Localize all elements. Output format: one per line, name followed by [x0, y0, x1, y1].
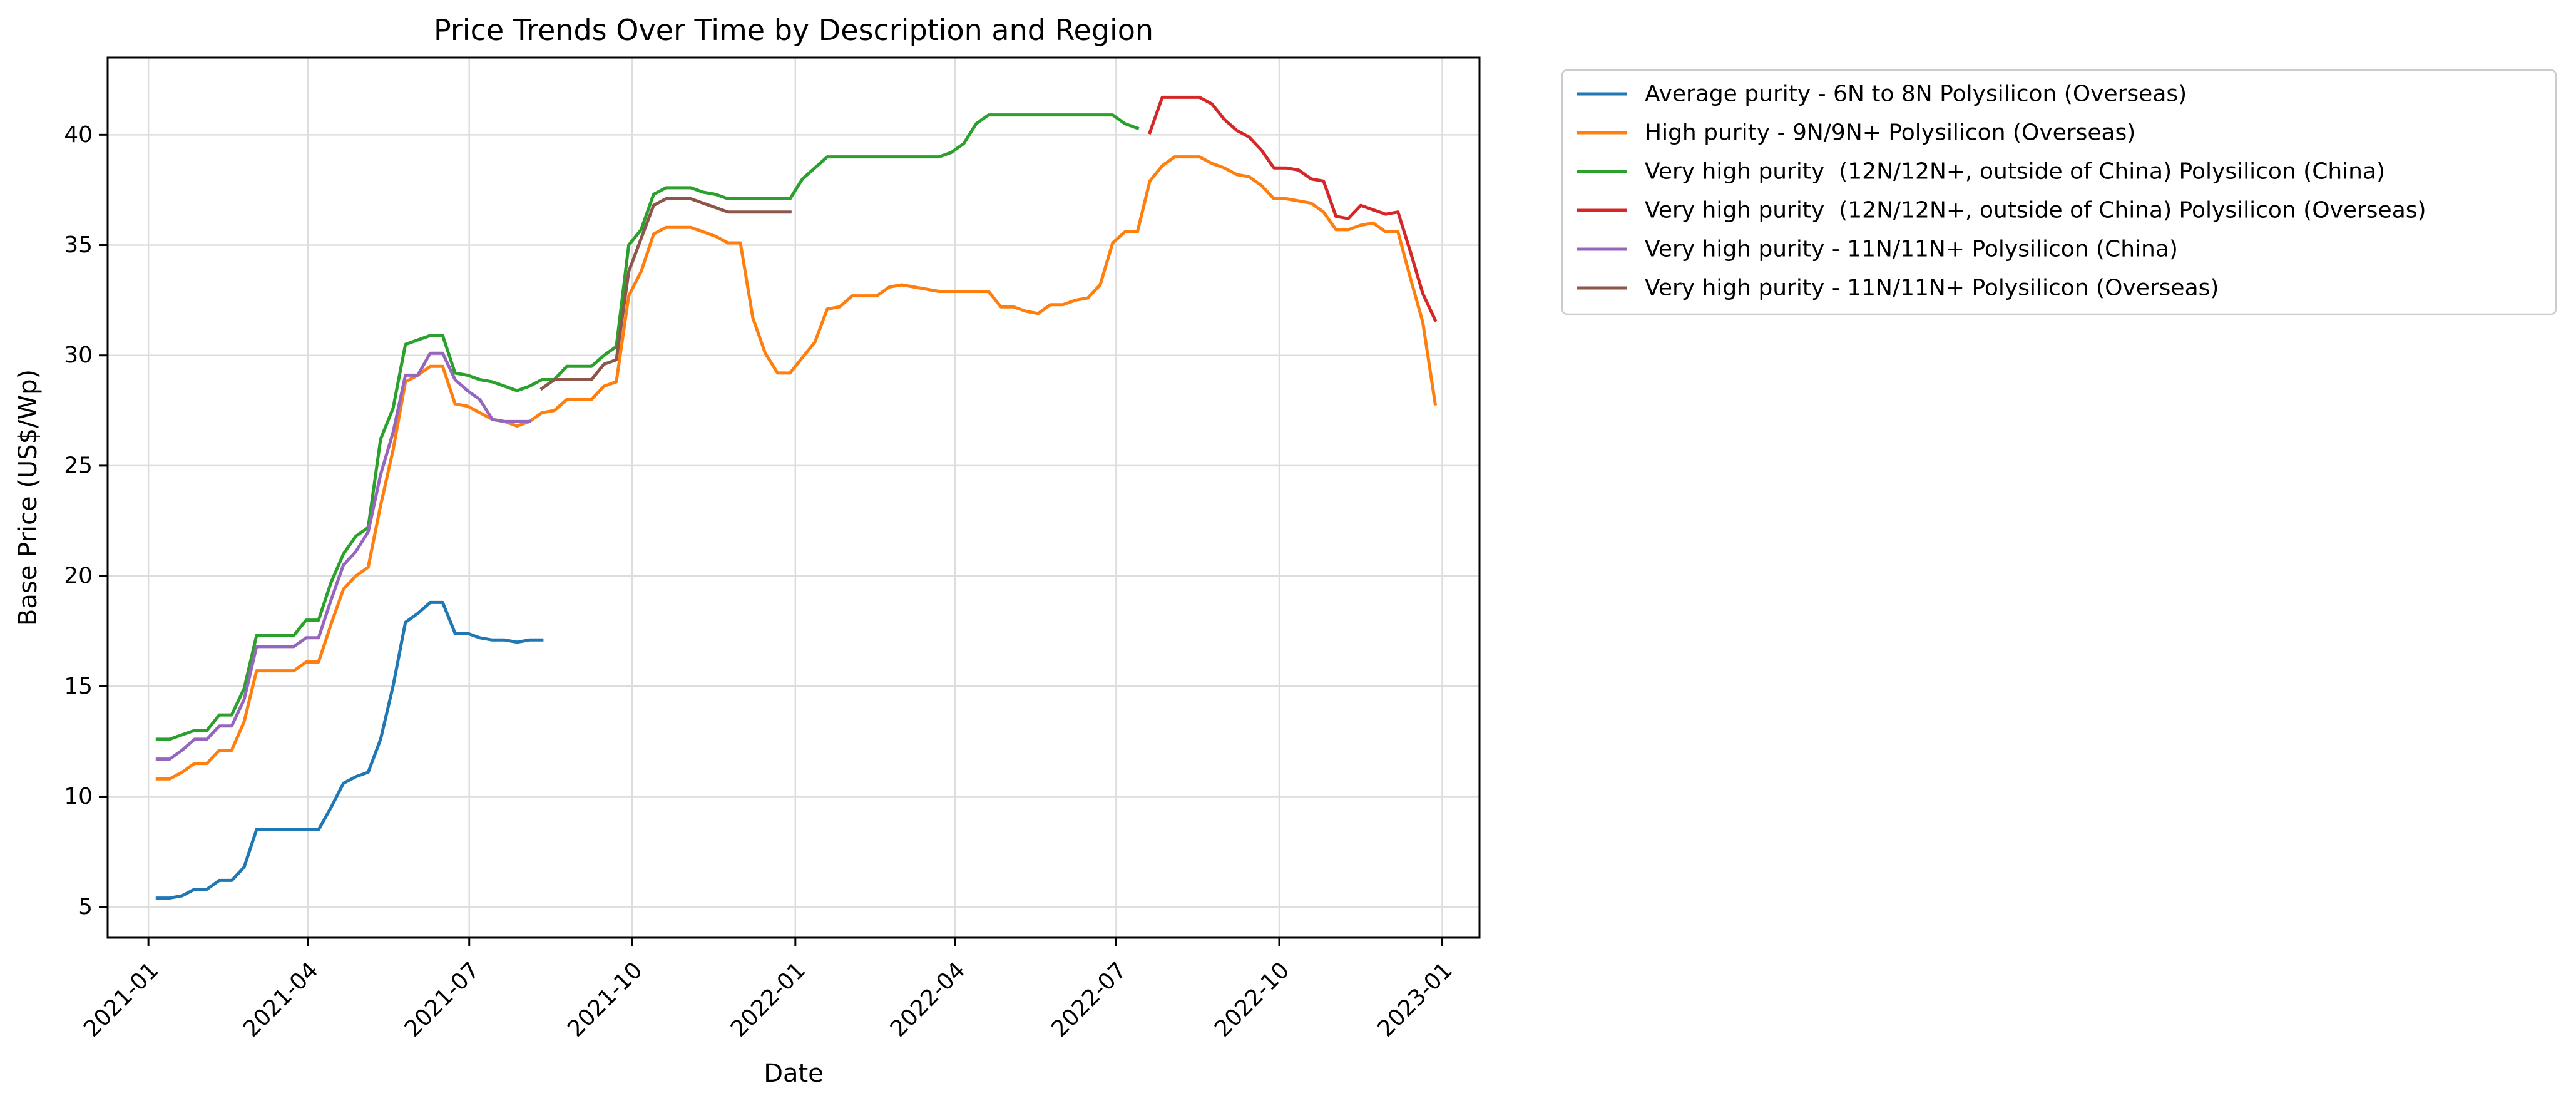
series-line-4 [1148, 95, 1438, 322]
y-tick-label: 20 [64, 563, 93, 589]
series-line-2 [155, 155, 1438, 781]
legend-label-1: Average purity - 6N to 8N Polysilicon (O… [1645, 81, 2187, 107]
y-tick-label: 25 [64, 453, 93, 478]
y-tick-label: 30 [64, 342, 93, 368]
y-tick-label: 5 [78, 894, 93, 920]
legend-label-2: High purity - 9N/9N+ Polysilicon (Overse… [1645, 120, 2135, 146]
y-tick-label: 10 [64, 784, 93, 809]
y-axis-label: Base Price (US$/Wp) [14, 369, 43, 626]
y-tick-label: 15 [64, 674, 93, 699]
legend: Average purity - 6N to 8N Polysilicon (O… [1561, 69, 2557, 315]
x-axis-label: Date [764, 1059, 824, 1088]
legend-label-5: Very high purity - 11N/11N+ Polysilicon … [1645, 237, 2178, 262]
legend-frame [1561, 69, 2557, 315]
series-line-5 [155, 351, 531, 761]
y-tick-label: 35 [64, 232, 93, 258]
series-line-3 [155, 113, 1140, 741]
legend-label-3: Very high purity (12N/12N+, outside of C… [1645, 159, 2385, 185]
series-line-6 [539, 197, 792, 391]
y-tick-label: 40 [64, 122, 93, 148]
legend-label-6: Very high purity - 11N/11N+ Polysilicon … [1645, 275, 2219, 301]
series-lines [155, 95, 1438, 900]
grid-lines [108, 58, 1480, 938]
series-line-1 [155, 600, 544, 900]
chart-title: Price Trends Over Time by Description an… [434, 13, 1153, 47]
plot-area-frame [106, 56, 1481, 939]
legend-label-4: Very high purity (12N/12N+, outside of C… [1645, 198, 2426, 223]
